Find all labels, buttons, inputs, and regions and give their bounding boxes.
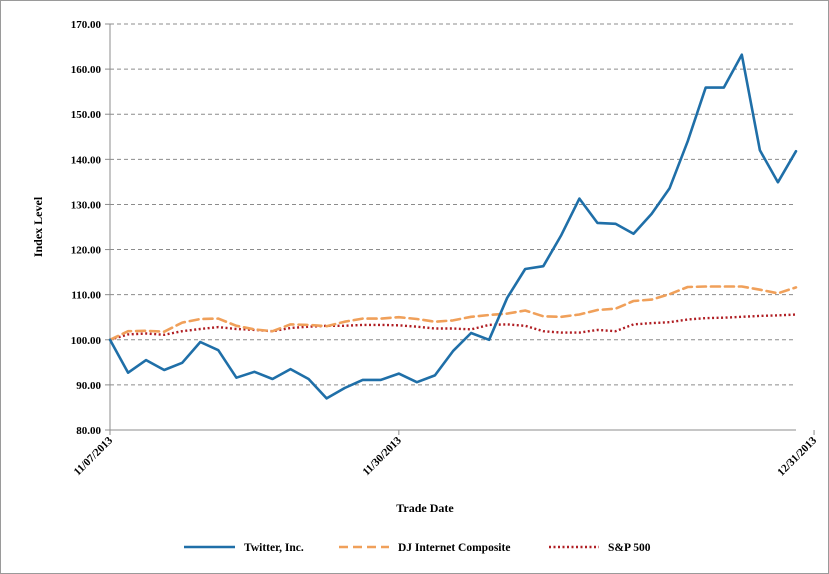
y-tick-label: 140.00 xyxy=(71,154,102,166)
y-tick-label: 130.00 xyxy=(71,199,102,211)
legend-item-twitter: Twitter, Inc. xyxy=(184,542,304,554)
gridlines xyxy=(110,23,796,386)
series-line-dj-internet xyxy=(108,285,798,342)
y-tick-label: 120.00 xyxy=(71,245,102,257)
legend-label-sp500: S&P 500 xyxy=(608,542,651,554)
series-line-twitter xyxy=(108,53,798,400)
x-tick-label: 12/31/2013 xyxy=(775,434,819,478)
legend-item-dj-internet: DJ Internet Composite xyxy=(339,542,510,554)
x-tick-label: 11/30/2013 xyxy=(360,434,404,478)
legend-item-sp500: S&P 500 xyxy=(549,542,651,554)
y-tick-label: 110.00 xyxy=(71,290,101,302)
x-axis-ticks: 11/07/2013 11/30/2013 12/31/2013 xyxy=(72,430,820,479)
axes xyxy=(109,24,796,431)
y-axis-label: Index Level xyxy=(31,196,45,257)
x-tick-label: 11/07/2013 xyxy=(72,434,116,478)
y-tick-label: 170.00 xyxy=(71,19,102,31)
legend-label-dj-internet: DJ Internet Composite xyxy=(398,542,510,554)
series-lines xyxy=(108,53,798,400)
legend-label-twitter: Twitter, Inc. xyxy=(244,542,304,554)
legend: Twitter, Inc. DJ Internet Composite S&P … xyxy=(184,542,651,554)
y-tick-label: 150.00 xyxy=(71,109,102,121)
y-tick-label: 100.00 xyxy=(71,335,102,347)
y-tick-label: 80.00 xyxy=(76,425,101,437)
series-line-sp500 xyxy=(109,313,797,341)
y-tick-label: 160.00 xyxy=(71,64,102,76)
y-tick-label: 90.00 xyxy=(76,380,101,392)
y-axis-ticks: 80.00 90.00 100.00 110.00 120.00 130.00 140.00… xyxy=(71,19,110,437)
x-axis-label: Trade Date xyxy=(396,501,454,515)
